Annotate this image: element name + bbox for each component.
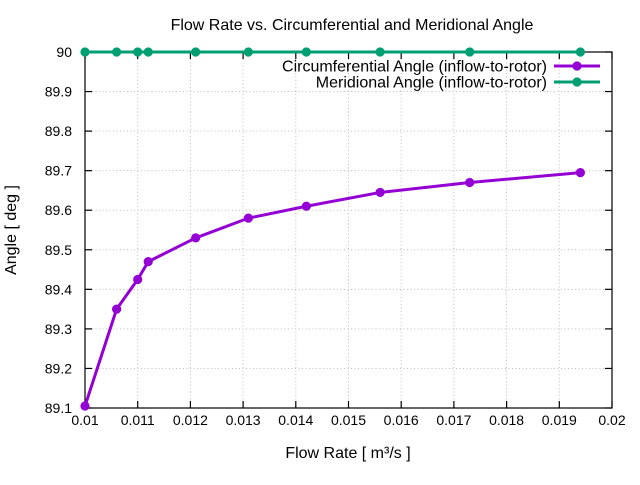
x-tick-label: 0.013 <box>226 412 261 428</box>
x-tick-label: 0.015 <box>331 412 366 428</box>
data-point-marker <box>375 47 385 57</box>
x-tick-label: 0.012 <box>173 412 208 428</box>
data-point-marker <box>465 47 475 57</box>
x-tick-label: 0.011 <box>121 412 155 428</box>
data-series <box>80 47 585 411</box>
legend-sample-marker <box>572 77 582 87</box>
data-point-marker <box>243 47 253 57</box>
tick-labels: 0.01 0.011 0.012 0.013 0.014 0.015 0.016 0.017 0… <box>45 44 626 428</box>
legend-sample-marker <box>572 61 582 71</box>
gridlines <box>84 51 613 409</box>
data-point-marker <box>465 177 475 188</box>
data-point-marker <box>575 47 585 57</box>
x-tick-label: 0.014 <box>278 412 313 428</box>
legend-row: Meridional Angle (inflow-to-rotor) <box>316 75 600 92</box>
data-point-marker <box>133 274 143 285</box>
data-point-marker <box>301 201 311 211</box>
y-tick-label: 89.2 <box>45 360 72 376</box>
data-point-marker <box>575 168 585 178</box>
series-meridional-angle-inflow-to-rotor- <box>80 47 585 57</box>
chart-title: Flow Rate vs. Circumferential and Meridi… <box>171 17 534 34</box>
x-tick-label: 0.016 <box>384 412 419 428</box>
x-axis-label: Flow Rate [ m³/s ] <box>285 445 410 462</box>
y-tick-label: 90 <box>56 44 72 60</box>
data-point-marker <box>143 47 153 57</box>
legend: Circumferential Angle (inflow-to-rotor)M… <box>282 59 600 92</box>
data-point-marker <box>80 401 90 411</box>
data-point-marker <box>191 47 201 57</box>
data-point-marker <box>80 47 90 57</box>
x-tick-label: 0.019 <box>542 412 577 428</box>
y-tick-label: 89.5 <box>45 242 72 258</box>
x-tick-label: 0.018 <box>489 412 524 428</box>
legend-row: Circumferential Angle (inflow-to-rotor) <box>282 59 600 76</box>
y-tick-label: 89.8 <box>45 123 72 139</box>
x-tick-label: 0.02 <box>598 412 625 428</box>
legend-label: Meridional Angle (inflow-to-rotor) <box>316 75 547 92</box>
data-point-marker <box>191 233 201 243</box>
y-tick-label: 89.1 <box>45 400 72 416</box>
y-tick-label: 89.6 <box>45 202 72 218</box>
y-tick-label: 89.9 <box>45 84 72 100</box>
y-tick-label: 89.4 <box>45 281 72 297</box>
legend-label: Circumferential Angle (inflow-to-rotor) <box>282 59 547 76</box>
data-point-marker <box>112 47 122 57</box>
series-line <box>83 171 582 408</box>
y-tick-label: 89.7 <box>45 163 72 179</box>
x-tick-label: 0.017 <box>436 412 471 428</box>
data-point-marker <box>143 257 153 267</box>
y-tick-label: 89.3 <box>45 321 72 337</box>
series-circumferential-angle-inflow-to-rotor- <box>80 168 585 411</box>
data-point-marker <box>112 304 122 314</box>
x-tick-label: 0.01 <box>71 412 98 428</box>
data-point-marker <box>133 47 143 57</box>
y-axis-label: Angle [ deg ] <box>3 185 20 275</box>
data-point-marker <box>375 187 385 198</box>
data-point-marker <box>243 213 253 223</box>
data-point-marker <box>301 47 311 57</box>
